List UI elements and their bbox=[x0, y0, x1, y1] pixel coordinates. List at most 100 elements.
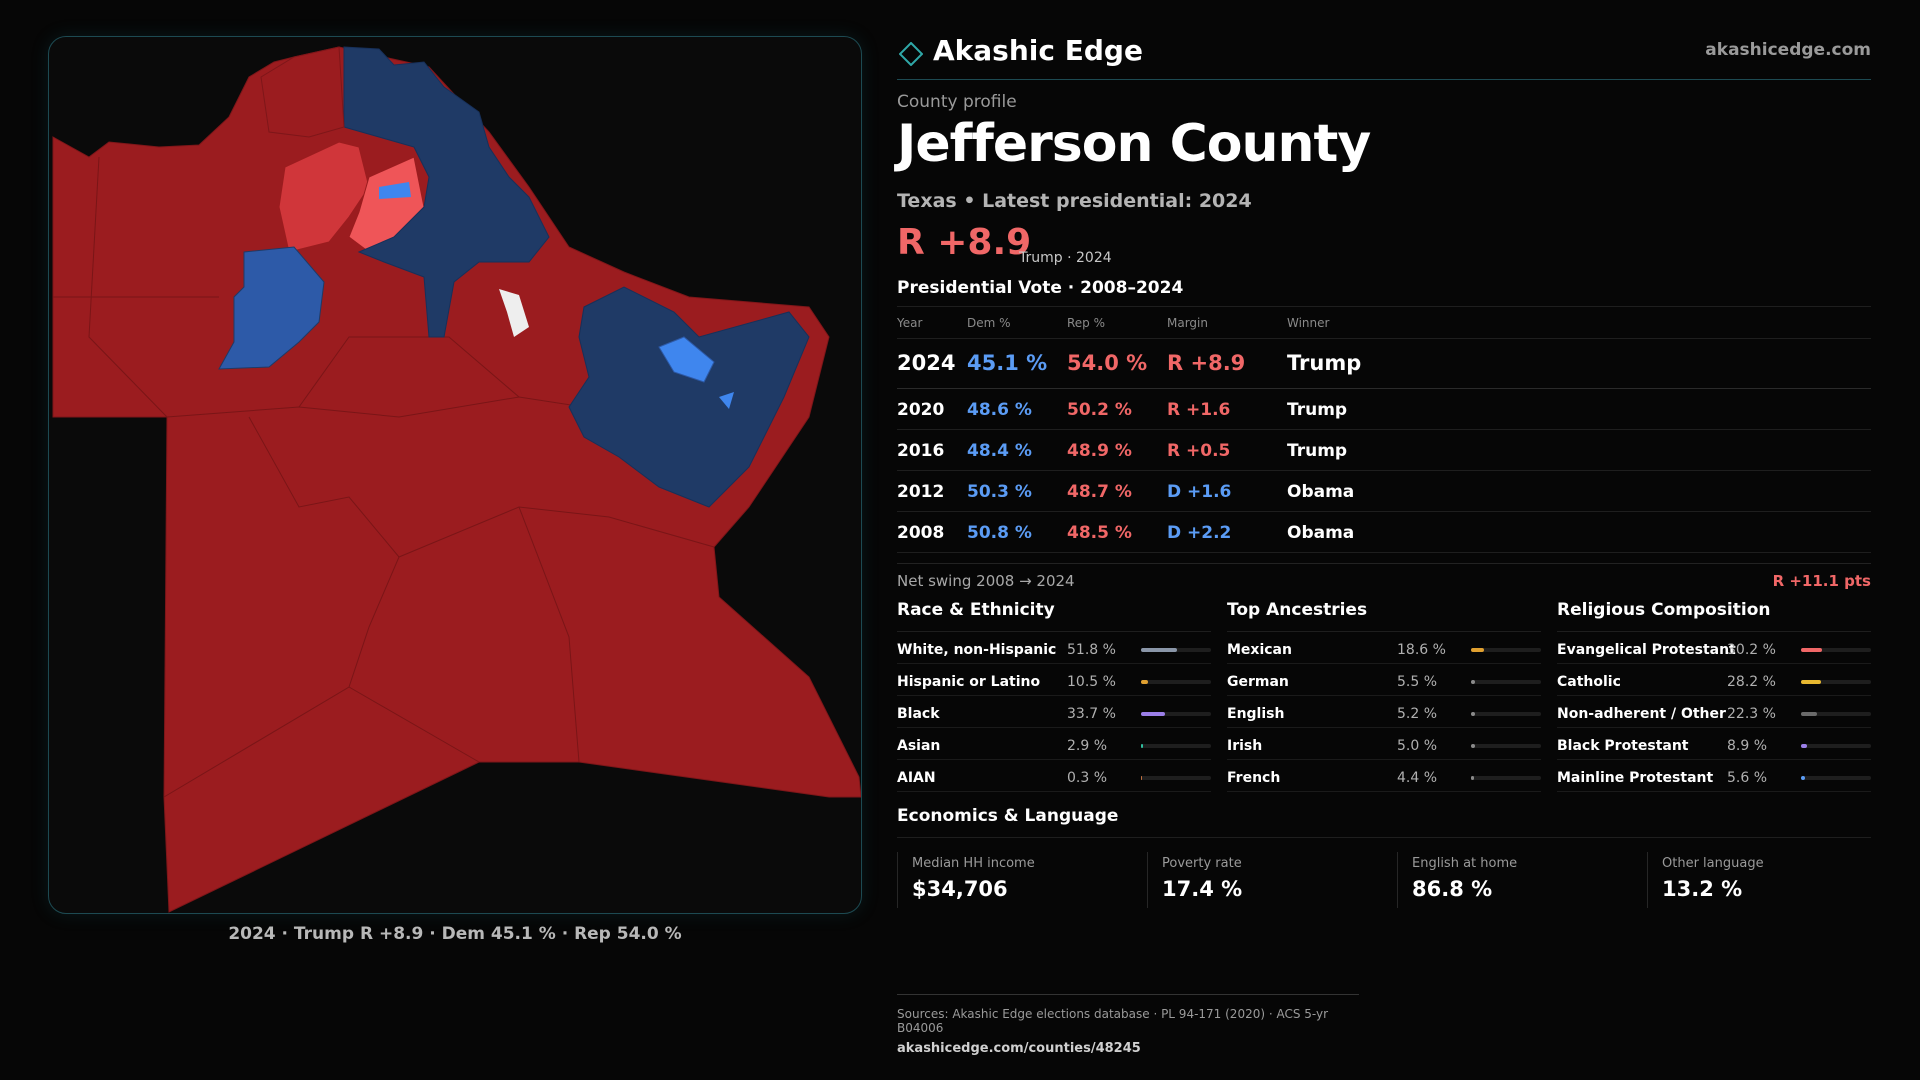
row-year: 2016 bbox=[897, 441, 945, 461]
precinct-region-west-blue[interactable] bbox=[218, 246, 325, 370]
item-value: 10.5 % bbox=[1067, 674, 1116, 690]
share-bar-track bbox=[1141, 776, 1211, 780]
list-item: Mainline Protestant 5.6 % bbox=[1557, 760, 1871, 792]
row-margin: D +2.2 bbox=[1167, 523, 1232, 543]
county-map-frame bbox=[48, 36, 862, 914]
item-value: 2.9 % bbox=[1067, 738, 1108, 754]
row-margin: R +0.5 bbox=[1167, 441, 1231, 461]
item-value: 5.0 % bbox=[1397, 738, 1438, 754]
row-rep: 48.9 % bbox=[1067, 441, 1132, 461]
item-label: Asian bbox=[897, 738, 941, 754]
section-title: Top Ancestries bbox=[1227, 600, 1541, 632]
share-bar-track bbox=[1801, 648, 1871, 652]
precinct-region-north-light-red[interactable] bbox=[278, 141, 370, 253]
section-title: Religious Composition bbox=[1557, 600, 1871, 632]
share-bar-track bbox=[1471, 648, 1541, 652]
list-item: Hispanic or Latino 10.5 % bbox=[897, 664, 1211, 696]
header-rep: Rep % bbox=[1067, 316, 1106, 330]
table-row: 2008 50.8 % 48.5 % D +2.2 Obama bbox=[897, 512, 1871, 553]
ancestry-section: Top Ancestries Mexican 18.6 % German 5.5 % E… bbox=[1227, 600, 1541, 792]
profile-subline: Texas • Latest presidential: 2024 bbox=[897, 190, 1252, 212]
list-item: German 5.5 % bbox=[1227, 664, 1541, 696]
econ-card-other-language: Other language 13.2 % bbox=[1647, 852, 1883, 908]
item-label: German bbox=[1227, 674, 1289, 690]
share-bar-fill bbox=[1471, 712, 1475, 716]
item-label: Mexican bbox=[1227, 642, 1292, 658]
header-winner: Winner bbox=[1287, 316, 1330, 330]
item-label: Hispanic or Latino bbox=[897, 674, 1041, 690]
row-dem: 45.1 % bbox=[967, 351, 1048, 375]
brand-url-link[interactable]: akashicedge.com bbox=[1705, 40, 1871, 60]
share-bar-fill bbox=[1141, 712, 1165, 716]
header-margin: Margin bbox=[1167, 316, 1208, 330]
table-row: 2012 50.3 % 48.7 % D +1.6 Obama bbox=[897, 471, 1871, 512]
share-bar-track bbox=[1801, 776, 1871, 780]
precinct-region-east-blue[interactable] bbox=[568, 286, 810, 508]
item-label: Catholic bbox=[1557, 674, 1621, 690]
net-swing-value: R +11.1 pts bbox=[1772, 572, 1871, 590]
list-item: Mexican 18.6 % bbox=[1227, 632, 1541, 664]
item-value: 4.4 % bbox=[1397, 770, 1438, 786]
share-bar-track bbox=[1141, 712, 1211, 716]
row-year: 2020 bbox=[897, 400, 945, 420]
share-bar-track bbox=[1801, 680, 1871, 684]
diamond-logo-icon bbox=[899, 42, 923, 66]
precinct-region-east-bright-blue[interactable] bbox=[658, 336, 715, 383]
share-bar-track bbox=[1801, 712, 1871, 716]
econ-card-poverty: Poverty rate 17.4 % bbox=[1147, 852, 1383, 908]
economics-section-title: Economics & Language bbox=[897, 806, 1871, 838]
header-year: Year bbox=[897, 316, 923, 330]
row-year: 2024 bbox=[897, 351, 956, 375]
row-dem: 48.6 % bbox=[967, 400, 1032, 420]
row-winner: Trump bbox=[1287, 441, 1348, 461]
headline-margin: R +8.9 bbox=[897, 222, 1032, 263]
item-value: 18.6 % bbox=[1397, 642, 1446, 658]
header-dem: Dem % bbox=[967, 316, 1011, 330]
econ-value: 17.4 % bbox=[1162, 877, 1243, 901]
profile-eyebrow: County profile bbox=[897, 92, 1017, 112]
row-margin: R +8.9 bbox=[1167, 351, 1246, 375]
row-year: 2008 bbox=[897, 523, 945, 543]
list-item: Asian 2.9 % bbox=[897, 728, 1211, 760]
share-bar-fill bbox=[1801, 744, 1808, 748]
share-bar-fill bbox=[1801, 712, 1817, 716]
share-bar-track bbox=[1141, 744, 1211, 748]
item-value: 33.7 % bbox=[1067, 706, 1116, 722]
row-margin: D +1.6 bbox=[1167, 482, 1232, 502]
item-value: 5.6 % bbox=[1727, 770, 1768, 786]
precinct-boundaries bbox=[53, 156, 715, 798]
share-bar-fill bbox=[1141, 680, 1149, 684]
row-winner: Trump bbox=[1287, 400, 1348, 420]
list-item: AIAN 0.3 % bbox=[897, 760, 1211, 792]
share-bar-fill bbox=[1801, 648, 1823, 652]
sources-url-link[interactable]: akashicedge.com/counties/48245 bbox=[897, 1041, 1141, 1056]
county-precinct-map bbox=[52, 46, 861, 913]
share-bar-fill bbox=[1471, 776, 1475, 780]
share-bar-fill bbox=[1471, 744, 1475, 748]
precinct-region-northwest-red[interactable] bbox=[260, 46, 345, 138]
econ-label: English at home bbox=[1412, 856, 1518, 871]
precinct-region-center-small-blue[interactable] bbox=[379, 182, 411, 199]
item-value: 30.2 % bbox=[1727, 642, 1776, 658]
row-margin: R +1.6 bbox=[1167, 400, 1231, 420]
row-dem: 50.8 % bbox=[967, 523, 1032, 543]
item-label: Evangelical Protestant bbox=[1557, 642, 1736, 658]
votes-section-title: Presidential Vote · 2008–2024 bbox=[897, 278, 1184, 298]
net-swing-row: Net swing 2008 → 2024 R +11.1 pts bbox=[897, 563, 1871, 593]
precinct-region-north-blue[interactable] bbox=[343, 46, 550, 338]
share-bar-track bbox=[1471, 680, 1541, 684]
precinct-region-no-data[interactable] bbox=[499, 289, 529, 337]
vote-history-table: Year Dem % Rep % Margin Winner 2024 45.1… bbox=[897, 306, 1871, 553]
map-caption: 2024 · Trump R +8.9 · Dem 45.1 % · Rep 5… bbox=[228, 924, 682, 944]
list-item: Black 33.7 % bbox=[897, 696, 1211, 728]
item-label: Black bbox=[897, 706, 940, 722]
row-winner: Obama bbox=[1287, 523, 1355, 543]
precinct-region-east-small-blue[interactable] bbox=[719, 392, 734, 409]
item-label: English bbox=[1227, 706, 1285, 722]
share-bar-fill bbox=[1141, 648, 1178, 652]
section-title: Race & Ethnicity bbox=[897, 600, 1211, 632]
brand-header: Akashic Edge akashicedge.com bbox=[897, 32, 1871, 80]
econ-label: Other language bbox=[1662, 856, 1764, 871]
share-bar-fill bbox=[1471, 648, 1485, 652]
sources-footer: Sources: Akashic Edge elections database… bbox=[897, 994, 1359, 1056]
